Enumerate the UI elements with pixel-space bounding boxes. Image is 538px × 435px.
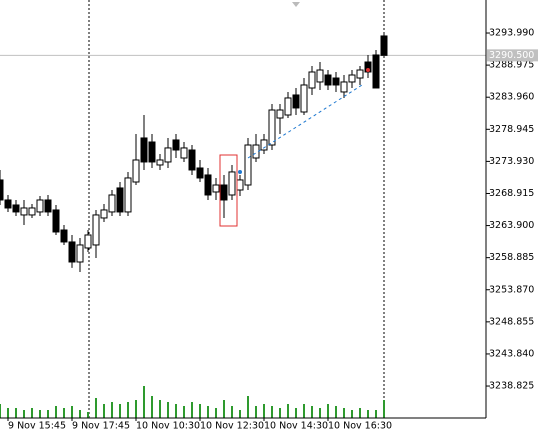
- candle-body: [76, 244, 84, 263]
- candle-body: [28, 207, 36, 216]
- candle-body: [132, 159, 140, 183]
- plot-area: [0, 33, 486, 418]
- candle-body: [372, 54, 380, 89]
- x-tick-label: 10 Nov 14:30: [264, 421, 328, 432]
- candle-body: [84, 234, 92, 249]
- order-marker: [238, 170, 242, 174]
- highlight-box: [219, 154, 238, 227]
- candle-body: [268, 109, 276, 146]
- candle-body: [324, 74, 332, 86]
- candle-body: [204, 174, 212, 196]
- candle-body: [140, 137, 148, 163]
- trend-line: [247, 84, 363, 159]
- candle-body: [172, 139, 180, 151]
- y-tick-label: 3253.870: [489, 284, 534, 295]
- candle-body: [244, 144, 252, 186]
- candle-body: [180, 147, 188, 159]
- candle-body: [188, 149, 196, 171]
- y-tick-label: 3243.840: [489, 348, 534, 359]
- candle-body: [332, 77, 340, 86]
- candle-body: [308, 71, 316, 89]
- y-tick-label: 3238.825: [489, 381, 534, 392]
- candle-body: [228, 171, 236, 196]
- y-tick-label: 3258.885: [489, 252, 534, 263]
- candle-body: [124, 177, 132, 213]
- x-tick-label: 9 Nov 15:45: [8, 421, 66, 432]
- candle-body: [36, 199, 44, 213]
- order-marker: [366, 68, 370, 72]
- candle-body: [12, 204, 20, 213]
- x-tick-label: 10 Nov 10:30: [136, 421, 200, 432]
- candle-body: [356, 69, 364, 79]
- y-tick-label: 3273.930: [489, 156, 534, 167]
- y-tick-label: 3268.915: [489, 188, 534, 199]
- candle-body: [148, 141, 156, 163]
- x-tick-label: 10 Nov 16:30: [328, 421, 392, 432]
- candle-body: [220, 184, 228, 201]
- x-tick-label: 9 Nov 17:45: [72, 421, 130, 432]
- y-tick-label: 3263.900: [489, 220, 534, 231]
- candle-body: [284, 97, 292, 116]
- y-tick-label: 3293.990: [489, 28, 534, 39]
- candle-body: [300, 84, 308, 113]
- candle-body: [340, 81, 348, 93]
- candle-body: [44, 199, 52, 213]
- x-tick-label: 10 Nov 12:30: [200, 421, 264, 432]
- candle-body: [68, 241, 76, 263]
- candle-body: [156, 159, 164, 166]
- candle-body: [20, 207, 28, 216]
- candle-body: [116, 187, 124, 213]
- candle-body: [380, 35, 388, 56]
- candle-body: [260, 139, 268, 151]
- candle-body: [276, 109, 284, 119]
- candle-body: [348, 74, 356, 83]
- candle-body: [108, 194, 116, 213]
- candle-body: [92, 214, 100, 246]
- candle-body: [212, 184, 220, 193]
- candle-body: [100, 209, 108, 219]
- y-tick-label: 3278.945: [489, 124, 534, 135]
- current-price-badge: [487, 49, 538, 62]
- candle-body: [60, 229, 68, 243]
- shift-marker: [292, 2, 300, 7]
- candle-body: [196, 167, 204, 179]
- candle-body: [236, 179, 244, 191]
- y-tick-label: 3288.975: [489, 60, 534, 71]
- current-price-label: 3290.500: [489, 50, 534, 61]
- candle-body: [164, 147, 172, 163]
- y-tick-label: 3248.855: [489, 316, 534, 327]
- candle-body: [0, 179, 4, 201]
- candle-body: [292, 94, 300, 109]
- y-tick-label: 3283.960: [489, 92, 534, 103]
- candle-body: [4, 199, 12, 209]
- candle-body: [316, 69, 324, 83]
- candle-body: [52, 209, 60, 233]
